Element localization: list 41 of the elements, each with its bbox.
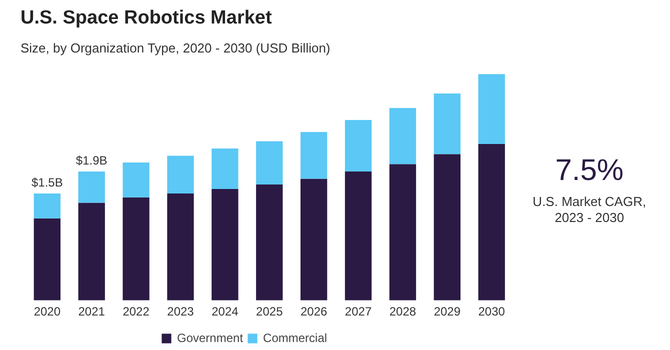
bar — [256, 184, 283, 300]
legend-label: Government — [177, 331, 244, 345]
bar — [167, 194, 194, 300]
bar — [389, 108, 416, 164]
bar — [300, 132, 328, 179]
x-tick-label: 2029 — [434, 304, 461, 318]
bar — [478, 144, 505, 300]
bar — [434, 154, 460, 300]
bar — [344, 120, 372, 172]
x-tick-label: 2021 — [78, 304, 106, 318]
bar — [478, 74, 505, 144]
x-tick-label: 2027 — [344, 304, 372, 318]
x-tick-label: 2022 — [122, 304, 150, 318]
x-tick-label: 2028 — [389, 304, 416, 318]
bar — [78, 202, 105, 300]
bar — [212, 188, 238, 300]
annotation: $1.9B — [76, 154, 108, 168]
bar — [122, 197, 150, 300]
bar — [389, 164, 416, 300]
x-tick-label: 2026 — [300, 304, 328, 318]
bar — [34, 218, 60, 300]
bar — [434, 94, 460, 154]
text: 7.5% — [555, 154, 624, 188]
bar — [344, 172, 372, 300]
x-tick-label: 2024 — [212, 304, 239, 318]
x-tick-label: 2030 — [478, 304, 506, 318]
x-tick-label: 2020 — [34, 304, 61, 318]
x-tick-label: 2025 — [256, 304, 284, 318]
bar — [34, 194, 60, 218]
annotation: $1.5B — [31, 176, 63, 190]
chart-title: U.S. Space Robotics Market — [20, 8, 272, 28]
bar — [256, 141, 283, 184]
x-tick-label: 2023 — [167, 304, 194, 318]
legend-label: Commercial — [263, 331, 328, 345]
bar — [78, 172, 105, 203]
bar — [212, 148, 238, 189]
bar — [167, 156, 194, 194]
bar — [122, 162, 150, 198]
bar — [300, 178, 328, 300]
text: U.S. Market CAGR, 2023 - 2030 — [532, 194, 646, 225]
chart-subtitle: Size, by Organization Type, 2020 - 2030 (USD Billion) — [20, 40, 330, 56]
